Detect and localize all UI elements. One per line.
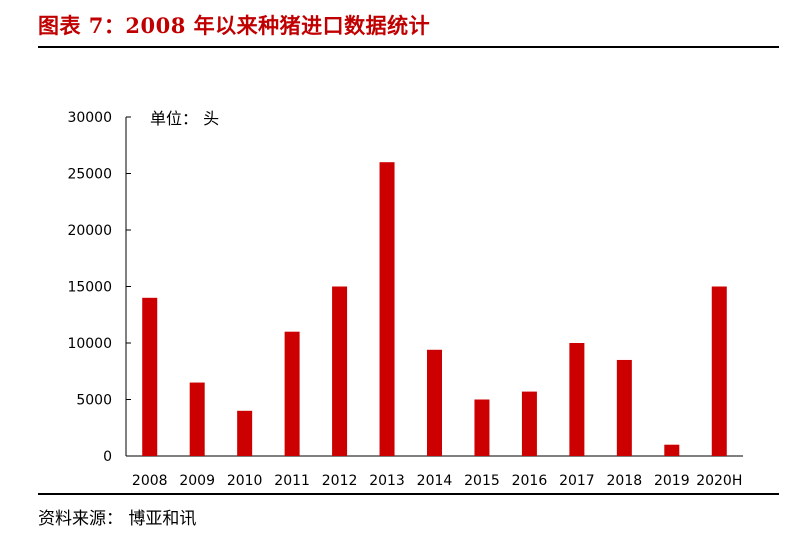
bar-2013 [379,162,395,456]
source-note: 资料来源： 博亚和讯 [38,509,197,529]
bar-2018 [616,359,632,456]
bar-2009 [189,382,205,456]
y-tick-label: 0 [103,449,112,465]
unit-label: 单位： 头 [150,109,219,128]
y-tick-label: 10000 [67,336,112,352]
bar-2008 [142,297,158,456]
x-tick-label: 2016 [512,473,548,489]
x-axis: 2008 2009 2010 2011 2012 2013 2014 2015 2016 2017… [126,455,743,489]
x-tick-label: 2017 [559,473,595,489]
bar-2014 [427,349,442,456]
figure-title: 图表 7：2008 年以来种猪进口数据统计 [38,13,431,38]
x-tick-label: 2008 [132,473,168,489]
bar-2012 [332,286,348,456]
y-tick-label: 30000 [67,110,112,126]
x-tick-label: 2011 [274,473,310,489]
bar-2010 [237,410,253,456]
source-rule [38,493,779,495]
y-tick-label: 5000 [76,393,112,409]
bar-2017 [569,343,585,456]
bar-2016 [521,391,537,456]
x-tick-label: 2010 [227,473,263,489]
x-tick-label: 2020H [696,473,742,489]
x-tick-label: 2018 [607,473,643,489]
x-tick-label: 2019 [654,473,690,489]
x-tick-label: 2012 [322,473,358,489]
y-tick-label: 25000 [67,167,112,183]
x-tick-label: 2014 [417,473,453,489]
x-tick-label: 2013 [369,473,405,489]
y-axis: 0 5000 10000 15000 20000 25000 30000 [67,110,131,465]
title-rule [38,46,779,48]
y-tick-label: 15000 [67,280,112,296]
x-tick-label: 2009 [179,473,215,489]
bar-2011 [284,331,300,456]
bar-2019 [664,444,680,456]
bar-2020H [711,286,727,456]
bar-2015 [474,399,490,456]
y-tick-label: 20000 [67,223,112,239]
bar-series [142,162,727,456]
x-tick-label: 2015 [464,473,500,489]
